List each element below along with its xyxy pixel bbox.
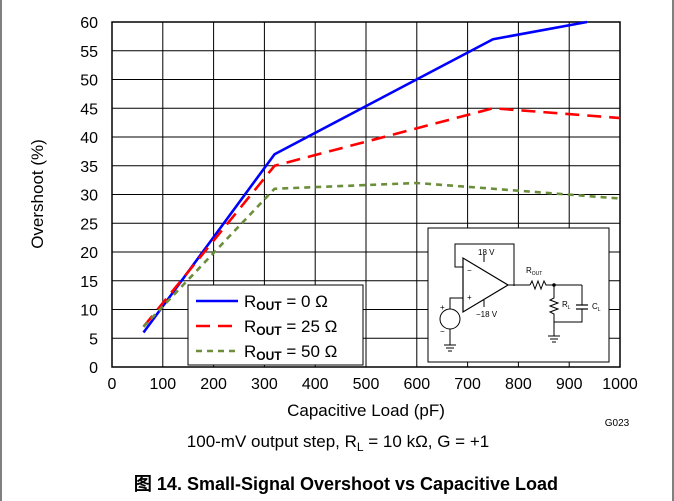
x-tick-labels: 0 100 200 300 400 500 600 700 800 900 1000 [108, 376, 638, 393]
x-tick-label: 900 [556, 376, 583, 393]
x-tick-label: 0 [108, 376, 117, 393]
y-tick-label: 10 [80, 303, 98, 320]
x-tick-label: 400 [302, 376, 329, 393]
inset-source-minus: − [440, 327, 445, 336]
x-tick-label: 300 [251, 376, 278, 393]
test-conditions: 100-mV output step, RL = 10 kΩ, G = +1 [187, 432, 489, 454]
inset-supply-neg-label: −18 V [476, 310, 498, 319]
legend-label-3: ROUT = 50 Ω [244, 342, 337, 363]
inset-opamp-minus: − [467, 266, 472, 275]
legend-label-2: ROUT = 25 Ω [244, 317, 337, 338]
x-tick-label: 700 [454, 376, 481, 393]
y-tick-label: 15 [80, 274, 98, 291]
x-tick-label: 200 [200, 376, 227, 393]
inset-opamp [462, 256, 510, 314]
legend-box [187, 284, 364, 366]
y-tick-label: 20 [80, 245, 98, 262]
inset-rout-label: ROUT [526, 266, 542, 277]
x-tick-label: 800 [505, 376, 532, 393]
inset-source-plus: + [440, 303, 445, 312]
y-tick-label: 5 [89, 331, 98, 348]
series-line-2 [142, 106, 621, 328]
y-axis-title: Overshoot (%) [28, 139, 47, 249]
y-tick-label: 30 [80, 188, 98, 205]
y-tick-label: 25 [80, 216, 98, 233]
y-tick-label: 60 [80, 15, 98, 32]
inset-box [427, 227, 610, 363]
y-tick-labels: 0 5 10 15 20 25 30 35 40 45 50 55 60 [80, 15, 98, 377]
y-tick-label: 40 [80, 130, 98, 147]
y-tick-label: 55 [80, 44, 98, 61]
x-tick-label: 600 [403, 376, 430, 393]
y-tick-label: 35 [80, 159, 98, 176]
inset-rl-resistor [548, 285, 560, 336]
figure-caption: 图 14. Small-Signal Overshoot vs Capaciti… [134, 474, 558, 494]
inset-source [439, 308, 461, 330]
x-tick-label: 500 [353, 376, 380, 393]
y-tick-label: 45 [80, 101, 98, 118]
inset-supply-pos-label: 18 V [478, 248, 495, 257]
figure-code: G023 [605, 418, 630, 429]
inset-source-wire [449, 297, 463, 309]
series-group [142, 20, 621, 334]
inset-cl-label: CL [592, 302, 601, 313]
x-axis-title: Capacitive Load (pF) [287, 401, 445, 420]
inset-rout-resistor [529, 279, 554, 291]
inset-feedback-wire [454, 243, 515, 286]
y-tick-label: 0 [89, 360, 98, 377]
inset-rl-label: RL [562, 300, 571, 311]
legend-label-1: ROUT = 0 Ω [244, 292, 328, 313]
series-line-3 [142, 181, 621, 328]
x-tick-label: 1000 [602, 376, 638, 393]
inset-circuit: − + 18 V −18 V ROUT RL CL + − [427, 227, 610, 363]
plot-area [111, 21, 621, 368]
series-line-1 [142, 20, 588, 334]
inset-opamp-plus: + [467, 293, 472, 302]
x-tick-label: 100 [149, 376, 176, 393]
inset-cl-return [554, 320, 583, 323]
legend: ROUT = 0 Ω ROUT = 25 Ω ROUT = 50 Ω [187, 284, 364, 366]
y-tick-label: 50 [80, 73, 98, 90]
